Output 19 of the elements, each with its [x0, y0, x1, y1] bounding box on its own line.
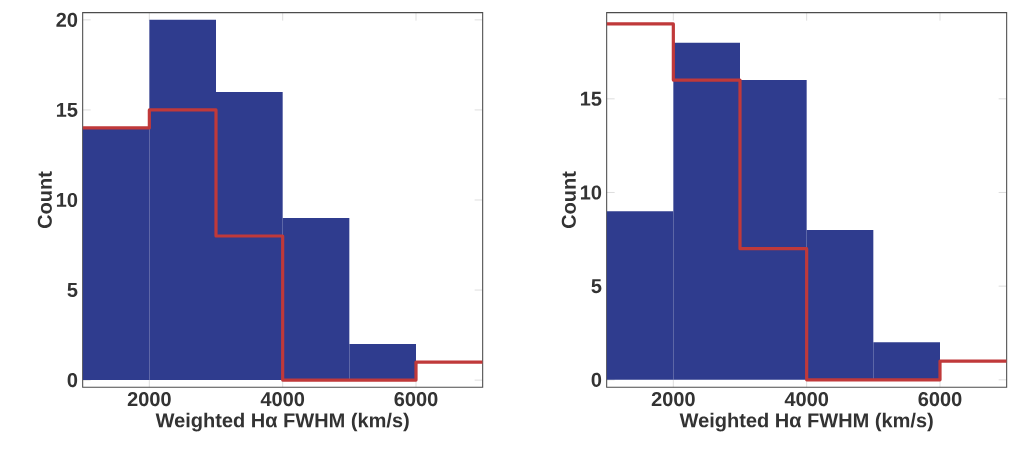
y-tick-label: 10	[580, 185, 602, 200]
y-axis-title: Count	[37, 171, 52, 229]
y-tick-label: 5	[67, 283, 78, 298]
y-tick-label: 15	[580, 91, 602, 106]
y-tick-label: 0	[67, 373, 78, 388]
x-axis-title: Weighted Hα FWHM (km/s)	[155, 412, 409, 432]
y-tick-label: 15	[56, 102, 78, 117]
y-tick-label: 0	[591, 372, 602, 387]
x-axis-title: Weighted Hα FWHM (km/s)	[679, 412, 933, 432]
y-tick-label: 5	[591, 279, 602, 294]
x-tick-label: 6000	[918, 392, 962, 407]
x-tick-label: 2000	[651, 392, 695, 407]
x-tick-label: 4000	[260, 392, 305, 407]
y-axis-title: Count	[561, 171, 576, 229]
x-tick-label: 4000	[784, 392, 829, 407]
y-tick-label: 20	[56, 12, 78, 27]
x-tick-label: 2000	[127, 392, 171, 407]
x-tick-label: 6000	[394, 392, 438, 407]
y-tick-label: 10	[56, 192, 78, 208]
